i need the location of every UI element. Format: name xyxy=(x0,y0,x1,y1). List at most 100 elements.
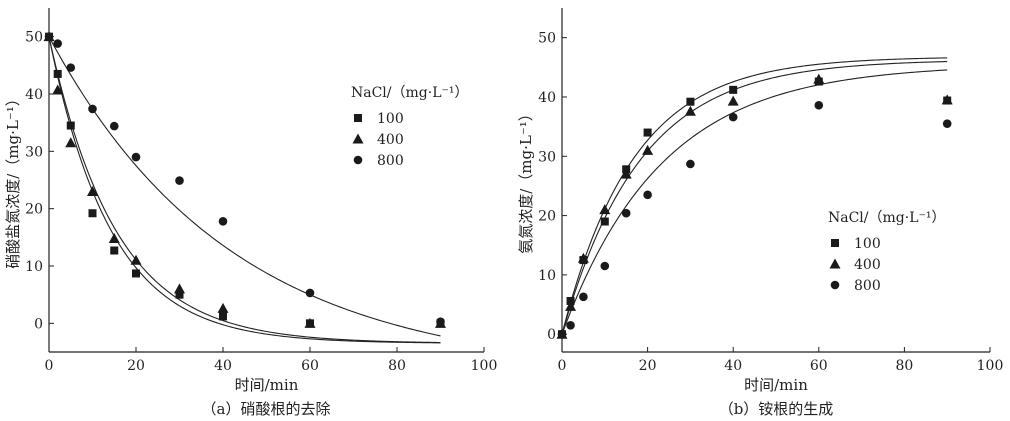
data-point-square xyxy=(66,121,75,130)
series-800 xyxy=(44,32,445,326)
data-point-circle xyxy=(728,112,738,122)
legend-entry-label: 800 xyxy=(377,153,404,169)
data-point-circle xyxy=(44,32,54,41)
legend-marker-circle xyxy=(353,155,363,165)
data-point-circle xyxy=(436,317,445,326)
x-axis-label: 时间/min xyxy=(744,376,808,394)
y-tick-label: 40 xyxy=(538,90,556,106)
data-point-triangle xyxy=(87,185,98,196)
y-axis-label: 硝酸盐氮浓度/（mg·L⁻¹） xyxy=(4,91,22,269)
y-tick-label: 50 xyxy=(25,30,43,46)
legend-marker-square xyxy=(354,114,362,122)
x-tick-label: 60 xyxy=(301,358,319,374)
y-tick-label: 20 xyxy=(538,209,556,225)
data-point-triangle xyxy=(620,168,632,179)
legend-entry-label: 100 xyxy=(854,236,881,252)
panel-caption: （b）铵根的生成 xyxy=(719,400,834,418)
x-tick-label: 80 xyxy=(895,358,913,374)
panel-caption: （a）硝酸根的去除 xyxy=(202,400,331,418)
data-point-circle xyxy=(175,176,184,185)
fit-curve-400 xyxy=(562,61,948,335)
x-tick-label: 0 xyxy=(45,358,54,374)
data-point-circle xyxy=(579,292,588,302)
data-point-circle xyxy=(88,104,97,114)
data-point-triangle xyxy=(65,137,77,148)
fit-curve-400 xyxy=(49,36,441,344)
data-point-circle xyxy=(109,121,119,131)
data-point-square xyxy=(53,69,62,78)
data-point-square xyxy=(110,246,119,255)
data-point-triangle xyxy=(813,73,825,84)
fit-curve-100 xyxy=(49,36,441,344)
data-point-circle xyxy=(643,190,652,200)
data-point-triangle xyxy=(304,317,316,328)
legend-title: NaCl/（mg·L⁻¹） xyxy=(351,85,469,101)
data-point-square xyxy=(600,217,609,226)
data-point-circle xyxy=(600,261,610,271)
y-tick-label: 10 xyxy=(25,259,43,275)
x-axis-label: 时间/min xyxy=(235,376,299,394)
series-100 xyxy=(558,77,952,339)
data-point-circle xyxy=(218,216,228,226)
fit-curve-800 xyxy=(49,36,441,337)
data-point-circle xyxy=(566,321,575,330)
data-point-triangle xyxy=(642,144,654,155)
data-point-triangle xyxy=(599,204,611,215)
data-point-circle xyxy=(53,39,62,48)
y-tick-label: 30 xyxy=(538,149,556,165)
legend-marker-circle xyxy=(830,280,840,290)
x-tick-label: 60 xyxy=(810,358,828,374)
data-point-circle xyxy=(942,119,952,128)
data-point-square xyxy=(132,269,140,278)
data-point-triangle xyxy=(684,105,696,116)
data-point-square xyxy=(686,97,695,106)
x-tick-label: 100 xyxy=(977,358,1004,374)
y-tick-label: 10 xyxy=(538,268,556,284)
legend-entry-label: 100 xyxy=(377,111,404,127)
x-tick-label: 80 xyxy=(388,358,406,374)
data-point-triangle xyxy=(174,283,185,294)
data-point-square xyxy=(88,209,97,218)
data-point-triangle xyxy=(217,302,229,313)
legend-marker-triangle xyxy=(352,133,364,144)
data-point-triangle xyxy=(130,254,142,265)
data-point-triangle xyxy=(727,95,739,106)
legend: NaCl/（mg·L⁻¹） 100 400 800 xyxy=(351,85,469,169)
data-point-square xyxy=(219,312,227,321)
series-800 xyxy=(557,100,952,339)
x-tick-label: 100 xyxy=(471,358,498,374)
y-tick-label: 0 xyxy=(34,316,43,332)
series-400 xyxy=(43,31,446,328)
data-point-square xyxy=(175,290,184,299)
x-tick-label: 20 xyxy=(639,358,657,374)
y-tick-label: 30 xyxy=(25,144,43,160)
data-point-triangle xyxy=(52,84,64,95)
legend-entry-label: 400 xyxy=(854,257,881,273)
chart-panel-b: 0 20 40 60 80 100 0 10 20 30 40 50 时间/min 氨氮浓度/（mg·L⁻… xyxy=(517,8,1003,418)
legend-entry-label: 800 xyxy=(854,278,881,294)
series-400 xyxy=(556,73,953,339)
legend-entry-label: 400 xyxy=(377,132,404,148)
y-tick-label: 40 xyxy=(25,87,43,103)
data-point-triangle xyxy=(941,94,953,105)
data-point-circle xyxy=(305,288,315,298)
x-tick-label: 20 xyxy=(127,358,145,374)
series-100 xyxy=(45,32,445,328)
x-tick-label: 40 xyxy=(214,358,232,374)
legend-marker-triangle xyxy=(829,258,841,269)
chart-panel-a: 0 20 40 60 80 100 0 10 20 30 40 50 时间/min 硝酸盐氮浓度/（mg·… xyxy=(4,8,497,418)
y-tick-label: 50 xyxy=(538,31,556,47)
legend-title: NaCl/（mg·L⁻¹） xyxy=(828,210,946,226)
fit-curve-800 xyxy=(562,69,948,335)
y-axis-label: 氨氮浓度/（mg·L⁻¹） xyxy=(517,106,535,254)
data-point-square xyxy=(643,128,652,137)
y-tick-label: 0 xyxy=(547,327,556,343)
data-point-circle xyxy=(621,208,631,218)
data-point-triangle xyxy=(108,232,120,243)
legend: NaCl/（mg·L⁻¹） 100 400 800 xyxy=(828,210,946,294)
x-tick-label: 0 xyxy=(558,358,567,374)
data-point-square xyxy=(729,85,738,94)
data-point-triangle xyxy=(565,300,577,311)
data-point-circle xyxy=(131,152,141,162)
